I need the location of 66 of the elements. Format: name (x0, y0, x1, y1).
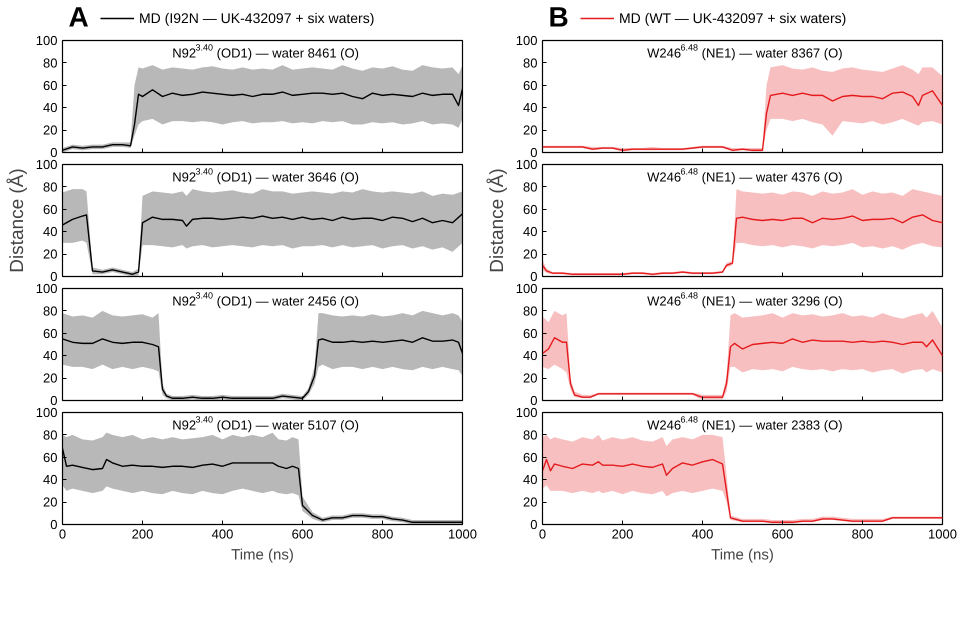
y-tick-label: 60 (523, 450, 538, 465)
y-tick-label: 40 (523, 348, 538, 364)
y-tick-label: 60 (43, 326, 58, 341)
y-tick-label: 60 (523, 202, 538, 217)
y-tick-label: 100 (36, 157, 58, 172)
y-tick-label: 60 (523, 78, 538, 93)
y-tick-label: 0 (530, 269, 538, 284)
y-tick-label: 40 (43, 348, 58, 364)
legend-label: MD (I92N — UK-432097 + six waters) (139, 10, 374, 26)
y-tick-label: 0 (50, 145, 58, 160)
x-axis-title: Time (ns) (711, 546, 774, 564)
y-tick-label: 100 (36, 33, 58, 48)
y-tick-label: 100 (36, 405, 58, 420)
x-tick-label: 1000 (928, 526, 957, 542)
y-tick-label: 40 (523, 224, 538, 240)
y-tick-label: 40 (43, 224, 58, 240)
x-tick-label: 1000 (448, 526, 477, 542)
y-tick-label: 60 (523, 326, 538, 341)
x-tick-label: 800 (372, 526, 394, 542)
y-axis-title: Distance (Å) (6, 168, 28, 273)
y-tick-label: 100 (516, 281, 538, 296)
x-tick-label: 600 (772, 526, 794, 542)
y-tick-label: 80 (523, 179, 538, 194)
y-tick-label: 20 (523, 246, 538, 262)
y-tick-label: 80 (523, 55, 538, 70)
x-tick-label: 400 (212, 526, 234, 542)
y-tick-label: 0 (50, 269, 58, 284)
y-tick-label: 0 (530, 145, 538, 160)
y-tick-label: 0 (50, 393, 58, 408)
y-tick-label: 60 (43, 78, 58, 93)
x-axis-title: Time (ns) (231, 546, 294, 564)
y-tick-label: 20 (523, 494, 538, 510)
y-tick-label: 80 (523, 303, 538, 318)
y-tick-label: 100 (516, 405, 538, 420)
text: A (68, 2, 89, 32)
y-tick-label: 100 (516, 33, 538, 48)
y-tick-label: 40 (523, 100, 538, 116)
y-tick-label: 40 (523, 472, 538, 488)
x-tick-label: 800 (852, 526, 874, 542)
x-tick-label: 200 (612, 526, 634, 542)
y-tick-label: 60 (43, 450, 58, 465)
y-tick-label: 0 (530, 517, 538, 532)
y-tick-label: 60 (43, 202, 58, 217)
y-tick-label: 20 (43, 246, 58, 262)
y-tick-label: 80 (43, 427, 58, 442)
y-tick-label: 100 (516, 157, 538, 172)
y-tick-label: 0 (50, 517, 58, 532)
y-tick-label: 80 (43, 179, 58, 194)
x-tick-label: 400 (692, 526, 714, 542)
legend-label: MD (WT — UK-432097 + six waters) (619, 10, 846, 26)
y-tick-label: 0 (530, 393, 538, 408)
y-tick-label: 80 (43, 303, 58, 318)
text: B (548, 2, 569, 32)
y-tick-label: 100 (36, 281, 58, 296)
y-tick-label: 80 (523, 427, 538, 442)
y-tick-label: 80 (43, 55, 58, 70)
y-tick-label: 20 (43, 494, 58, 510)
y-tick-label: 20 (523, 122, 538, 138)
y-tick-label: 20 (43, 370, 58, 386)
y-tick-label: 20 (43, 122, 58, 138)
x-tick-label: 200 (132, 526, 154, 542)
y-tick-label: 40 (43, 100, 58, 116)
y-tick-label: 20 (523, 370, 538, 386)
y-tick-label: 40 (43, 472, 58, 488)
y-axis-title: Distance (Å) (486, 168, 508, 273)
x-tick-label: 600 (292, 526, 314, 542)
